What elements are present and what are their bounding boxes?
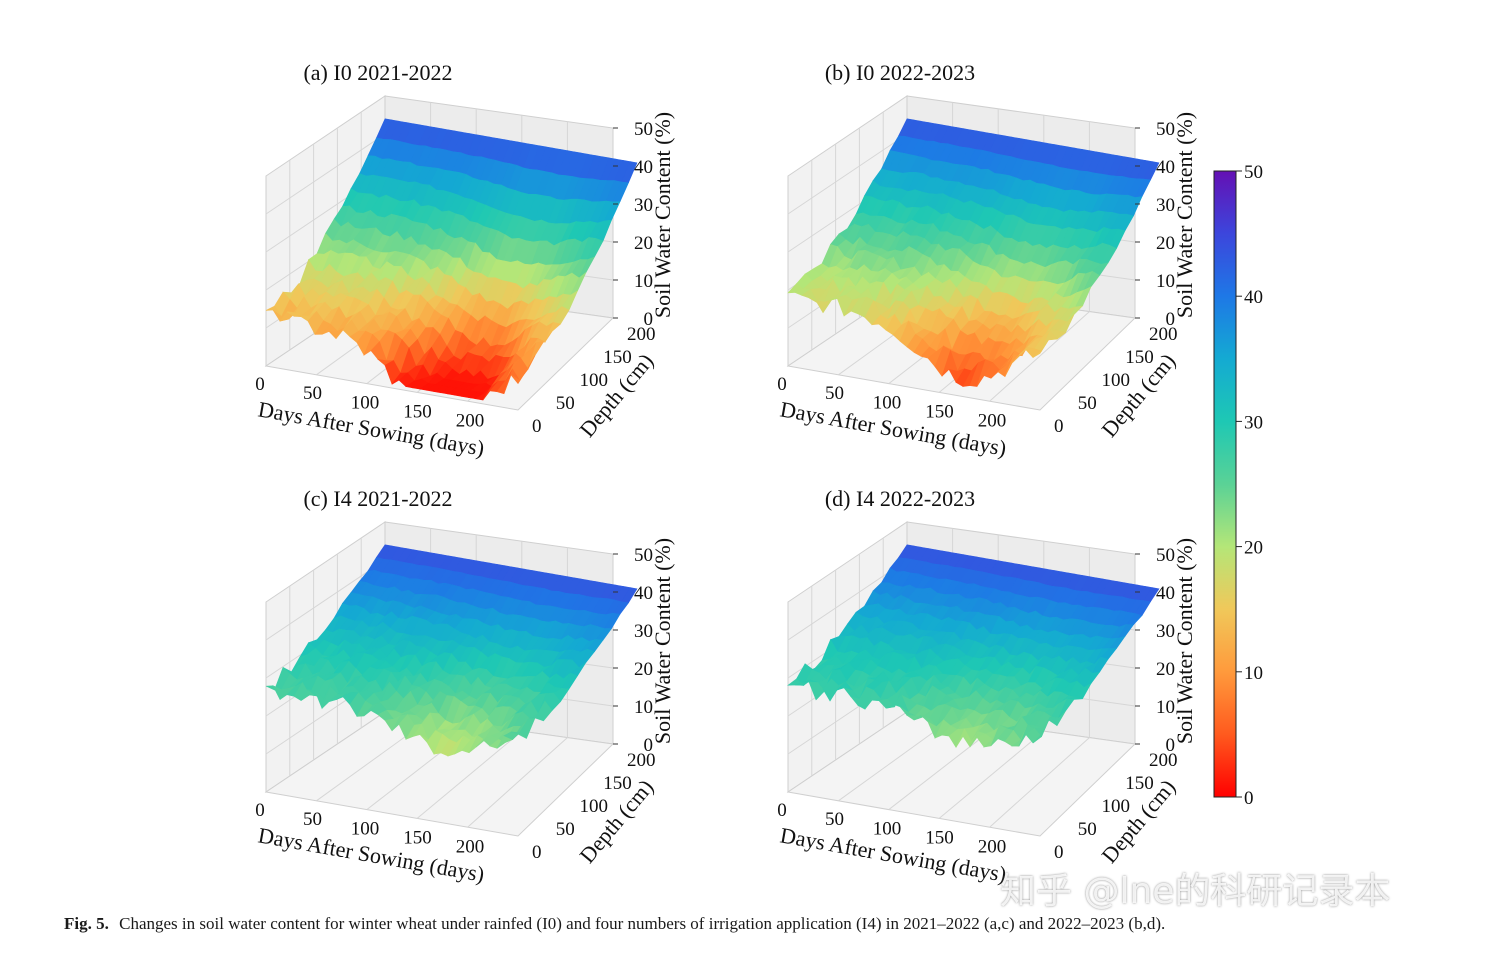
z-tick-label: 40: [1156, 157, 1175, 178]
y-tick-label: 150: [603, 347, 632, 368]
colorbar: 0 10 20 30 40 50: [1213, 162, 1263, 809]
y-tick-label: 50: [556, 819, 575, 840]
y-tick-label: 100: [580, 796, 609, 817]
caption-text: Changes in soil water content for winter…: [119, 914, 1166, 933]
figure-caption: Fig. 5. Changes in soil water content fo…: [64, 914, 1504, 934]
x-tick-label: 100: [873, 818, 902, 839]
colorbar-tick-label: 20: [1244, 538, 1263, 559]
z-axis-label: Soil Water Content (%): [1172, 538, 1197, 744]
y-tick-label: 100: [1102, 370, 1131, 391]
y-tick-label: 100: [1102, 796, 1131, 817]
y-tick-label: 0: [532, 842, 542, 863]
panel-title: (a) I0 2021-2022: [303, 60, 452, 85]
z-tick-label: 20: [1156, 659, 1175, 680]
y-tick-label: 200: [1149, 750, 1178, 771]
z-tick-label: 30: [1156, 621, 1175, 642]
y-tick-label: 150: [1125, 347, 1154, 368]
panel-title: (c) I4 2021-2022: [303, 486, 452, 511]
y-tick-label: 50: [556, 393, 575, 414]
z-axis-label: Soil Water Content (%): [650, 112, 675, 318]
z-tick-label: 20: [634, 233, 653, 254]
z-tick-label: 10: [1156, 271, 1175, 292]
x-tick-label: 100: [873, 392, 902, 413]
z-tick-label: 50: [1156, 545, 1175, 566]
y-tick-label: 150: [603, 773, 632, 794]
z-axis-label: Soil Water Content (%): [650, 538, 675, 744]
colorbar-tick-label: 40: [1244, 287, 1263, 308]
z-tick-label: 50: [634, 545, 653, 566]
x-tick-label: 200: [978, 411, 1007, 432]
x-tick-label: 0: [777, 374, 787, 395]
y-tick-label: 0: [1054, 842, 1064, 863]
z-tick-label: 40: [634, 583, 653, 604]
x-tick-label: 200: [978, 837, 1007, 858]
surface-cell: [510, 731, 527, 739]
z-tick-label: 20: [634, 659, 653, 680]
surface: [787, 544, 1160, 748]
y-tick-label: 50: [1078, 819, 1097, 840]
surface-cell: [1032, 339, 1049, 358]
x-tick-label: 100: [351, 818, 380, 839]
x-tick-label: 200: [456, 837, 485, 858]
z-axis-label: Soil Water Content (%): [1172, 112, 1197, 318]
z-tick-label: 50: [634, 119, 653, 140]
y-tick-label: 50: [1078, 393, 1097, 414]
y-tick-label: 200: [627, 750, 656, 771]
colorbar-tick-label: 30: [1244, 412, 1263, 433]
y-tick-label: 200: [1149, 324, 1178, 345]
z-tick-label: 10: [634, 271, 653, 292]
x-tick-label: 0: [255, 800, 265, 821]
caption-label: Fig. 5.: [64, 914, 109, 933]
x-tick-label: 150: [925, 402, 954, 423]
y-tick-label: 0: [1054, 416, 1064, 437]
z-tick-label: 0: [644, 309, 654, 330]
surface: [787, 118, 1160, 387]
z-tick-label: 50: [1156, 119, 1175, 140]
x-tick-label: 50: [303, 809, 322, 830]
surface-cell: [510, 370, 527, 385]
y-tick-label: 0: [532, 416, 542, 437]
z-tick-label: 0: [1166, 735, 1176, 756]
colorbar-tick-label: 50: [1244, 162, 1263, 183]
z-tick-label: 10: [1156, 697, 1175, 718]
colorbar-tick-label: 0: [1244, 788, 1254, 809]
z-tick-label: 40: [1156, 583, 1175, 604]
x-tick-label: 0: [777, 800, 787, 821]
z-tick-label: 20: [1156, 233, 1175, 254]
surface: [265, 118, 638, 401]
panel-title: (b) I0 2022-2023: [825, 60, 975, 85]
surface-cell: [1032, 719, 1049, 744]
panel-title: (d) I4 2022-2023: [825, 486, 975, 511]
x-tick-label: 50: [303, 383, 322, 404]
colorbar-bar: [1213, 170, 1237, 798]
z-tick-label: 40: [634, 157, 653, 178]
z-tick-label: 0: [1166, 309, 1176, 330]
x-tick-label: 0: [255, 374, 265, 395]
y-tick-label: 150: [1125, 773, 1154, 794]
x-tick-label: 200: [456, 411, 485, 432]
z-tick-label: 30: [1156, 195, 1175, 216]
colorbar-tick-label: 10: [1244, 663, 1263, 684]
watermark: 知乎 @lne的科研记录本: [1000, 871, 1391, 912]
x-tick-label: 100: [351, 392, 380, 413]
z-tick-label: 30: [634, 621, 653, 642]
y-tick-label: 100: [580, 370, 609, 391]
x-tick-label: 50: [825, 809, 844, 830]
x-tick-label: 50: [825, 383, 844, 404]
surface: [265, 544, 638, 757]
x-tick-label: 150: [925, 828, 954, 849]
z-tick-label: 10: [634, 697, 653, 718]
x-tick-label: 150: [403, 402, 432, 423]
x-tick-label: 150: [403, 828, 432, 849]
y-tick-label: 200: [627, 324, 656, 345]
z-tick-label: 0: [644, 735, 654, 756]
z-tick-label: 30: [634, 195, 653, 216]
